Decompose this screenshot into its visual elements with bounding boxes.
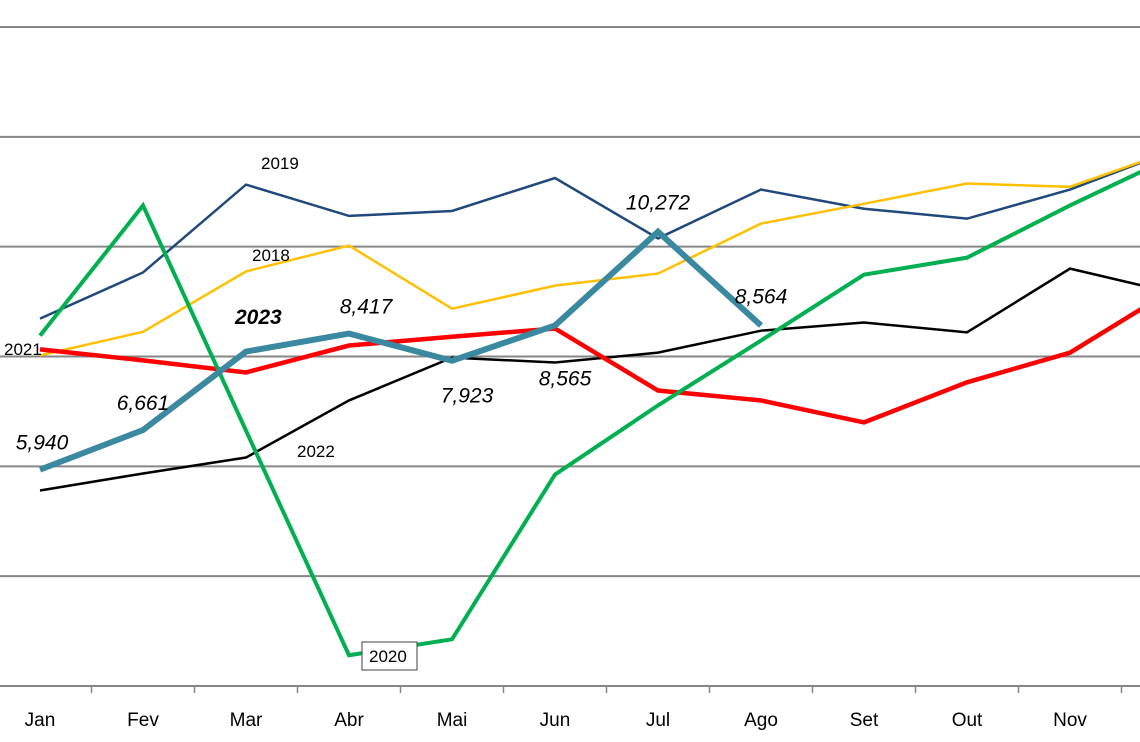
x-tick-label: Fev [127,710,159,731]
series-label-2021: 2021 [4,340,42,359]
series-line-2019 [39,161,1140,320]
data-label: 5,940 [16,432,69,455]
data-label: 7,923 [441,385,494,408]
series-label-2018: 2018 [252,246,290,265]
x-tick-label: Ago [744,710,778,731]
x-tick-label: Abr [334,710,364,731]
series-line-2020 [38,170,1140,658]
series-label-2019: 2019 [261,154,299,173]
data-label: 10,272 [626,192,691,215]
x-tick-label: Nov [1053,710,1087,731]
data-label: 8,565 [539,367,592,390]
x-tick-label: Mai [437,710,468,731]
series-label-2020-box [361,641,418,671]
series-label-2020: 2020 [369,647,407,666]
x-tick-label: Mar [230,710,263,731]
data-label: 8,417 [340,296,394,319]
series-line-2023 [38,227,764,473]
x-tick-label: Out [952,710,983,731]
x-tick-label: Jul [646,710,670,731]
data-label: 8,564 [735,286,788,309]
data-label: 6,661 [117,392,170,415]
series-label-2022: 2022 [297,442,335,461]
x-tick-label: Set [850,710,879,731]
series-label-2023: 2023 [234,306,282,329]
x-tick-label: Jan [25,710,56,731]
series-line-2021 [39,307,1140,425]
x-tick-label: Jun [540,710,571,731]
